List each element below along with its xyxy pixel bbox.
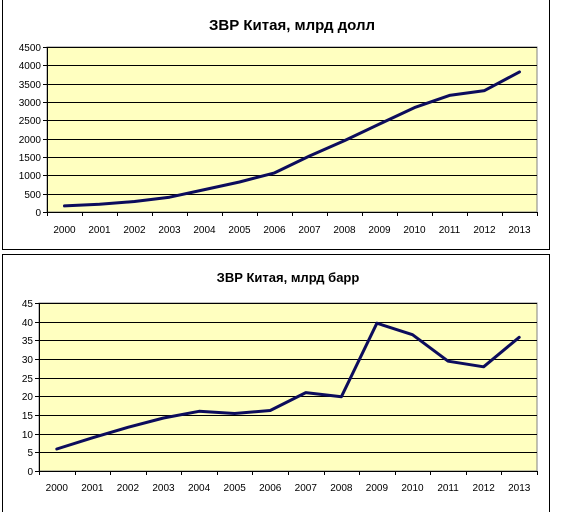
x-tick-label: 2006 [263,225,286,236]
y-tick-label: 4500 [19,43,42,54]
x-tick-label: 2011 [439,225,461,236]
y-tick-label: 2500 [19,116,42,127]
y-tick-label: 40 [22,318,34,329]
x-tick-label: 2003 [158,225,181,236]
y-tick-label: 0 [27,467,33,478]
x-tick-label: 2009 [366,483,389,494]
x-tick-label: 2007 [295,483,318,494]
y-tick-label: 10 [22,430,34,441]
x-tick-label: 2012 [473,225,496,236]
y-tick-label: 0 [35,208,41,219]
y-tick-label: 45 [22,299,34,310]
chart-panel-bottom: ЗВР Китая, млрд барр 0 5 10 15 20 25 30 35 40 45 20… [2,254,550,512]
x-tick-label: 2012 [473,483,496,494]
x-tick-label: 2001 [88,225,111,236]
plot-area [38,302,538,472]
series-line [55,321,521,451]
x-tick-label: 2005 [228,225,251,236]
x-tick-label: 2004 [188,483,211,494]
chart-title: ЗВР Китая, млрд долл [209,17,375,34]
y-tick-label: 30 [22,355,34,366]
x-tick-label: 2002 [117,483,140,494]
chart-panel-top: ЗВР Китая, млрд долл 0 500 1000 1500 2000 2500… [2,0,550,250]
x-tick-label: 2013 [508,483,531,494]
x-tick-label: 2011 [437,483,459,494]
series-line [63,70,521,208]
x-tick-label: 2006 [259,483,282,494]
x-tick-label: 2008 [330,483,353,494]
x-tick-label: 2013 [508,225,531,236]
x-tick-label: 2005 [224,483,247,494]
line-chart-barrels: ЗВР Китая, млрд барр 0 5 10 15 20 25 30 35 40 45 20… [22,270,538,494]
plot-area [46,46,538,213]
y-tick-label: 1000 [19,171,42,182]
chart-title: ЗВР Китая, млрд барр [217,270,360,285]
y-tick-label: 20 [22,392,34,403]
x-tick-label: 2010 [403,225,426,236]
x-tick-label: 2001 [81,483,104,494]
y-tick-label: 3500 [19,80,42,91]
x-tick-label: 2007 [298,225,321,236]
y-tick-label: 500 [24,190,41,201]
y-tick-label: 5 [27,448,33,459]
y-tick-label: 35 [22,336,34,347]
x-tick-label: 2010 [401,483,424,494]
x-tick-label: 2009 [368,225,391,236]
y-tick-label: 2000 [19,135,42,146]
x-tick-label: 2000 [46,483,69,494]
x-tick-label: 2008 [333,225,356,236]
line-chart-usd: ЗВР Китая, млрд долл 0 500 1000 1500 2000 2500… [19,17,538,236]
y-tick-label: 15 [22,411,34,422]
x-tick-label: 2002 [123,225,146,236]
y-tick-label: 4000 [19,61,42,72]
y-tick-label: 1500 [19,153,42,164]
y-tick-label: 3000 [19,98,42,109]
y-tick-label: 25 [22,374,34,385]
x-tick-label: 2003 [152,483,175,494]
x-tick-label: 2004 [193,225,216,236]
x-tick-label: 2000 [53,225,76,236]
